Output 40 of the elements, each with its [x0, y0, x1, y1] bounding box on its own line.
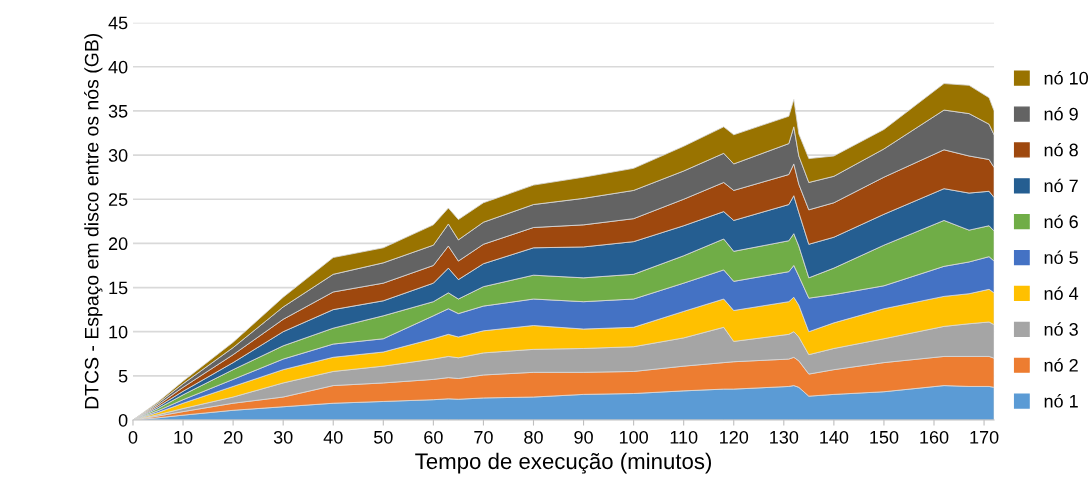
legend-label: nó 7 [1044, 178, 1078, 193]
legend-label: nó 2 [1044, 358, 1078, 372]
y-tick-label: 40 [108, 60, 128, 74]
x-tick-label: 20 [223, 430, 243, 444]
x-tick-label: 0 [128, 430, 138, 444]
x-tick-label: 140 [820, 430, 849, 444]
y-tick-label: 5 [118, 369, 128, 383]
y-tick-label: 45 [108, 16, 128, 30]
legend-label: nó 3 [1044, 322, 1078, 336]
x-axis-title: Tempo de execução (minutos) [415, 452, 711, 474]
legend-label: nó 5 [1044, 250, 1078, 265]
legend-label: nó 8 [1044, 142, 1078, 157]
x-tick-label: 60 [424, 430, 443, 444]
x-tick-label: 40 [323, 430, 343, 444]
x-tick-label: 100 [619, 430, 648, 444]
y-tick-label: 35 [108, 104, 128, 118]
y-tick-label: 30 [108, 149, 128, 162]
x-tick-label: 160 [920, 430, 949, 444]
y-tick-label: 25 [108, 193, 128, 206]
y-axis-title: DTCS - Espaço em disco entre os nós (GB) [84, 33, 103, 409]
x-tick-label: 80 [524, 430, 543, 444]
legend-label: nó 6 [1044, 214, 1078, 229]
x-tick-label: 50 [373, 430, 393, 444]
y-tick-label: 15 [109, 281, 128, 295]
y-tick-label: 20 [108, 237, 128, 251]
y-tick-label: 0 [118, 413, 128, 427]
x-tick-label: 150 [870, 430, 899, 444]
x-tick-label: 10 [174, 430, 193, 444]
x-tick-label: 170 [970, 430, 999, 444]
x-tick-label: 120 [720, 430, 749, 444]
x-tick-label: 90 [574, 430, 593, 444]
x-tick-label: 110 [670, 430, 698, 444]
legend-label: nó 10 [1044, 71, 1088, 85]
legend-label: nó 4 [1044, 286, 1079, 300]
legend-label: nó 1 [1044, 394, 1078, 408]
y-tick-label: 10 [109, 325, 128, 339]
x-tick-label: 70 [474, 430, 493, 444]
x-tick-label: 130 [770, 430, 799, 444]
legend-label: nó 9 [1044, 107, 1078, 121]
x-tick-label: 30 [273, 430, 293, 444]
